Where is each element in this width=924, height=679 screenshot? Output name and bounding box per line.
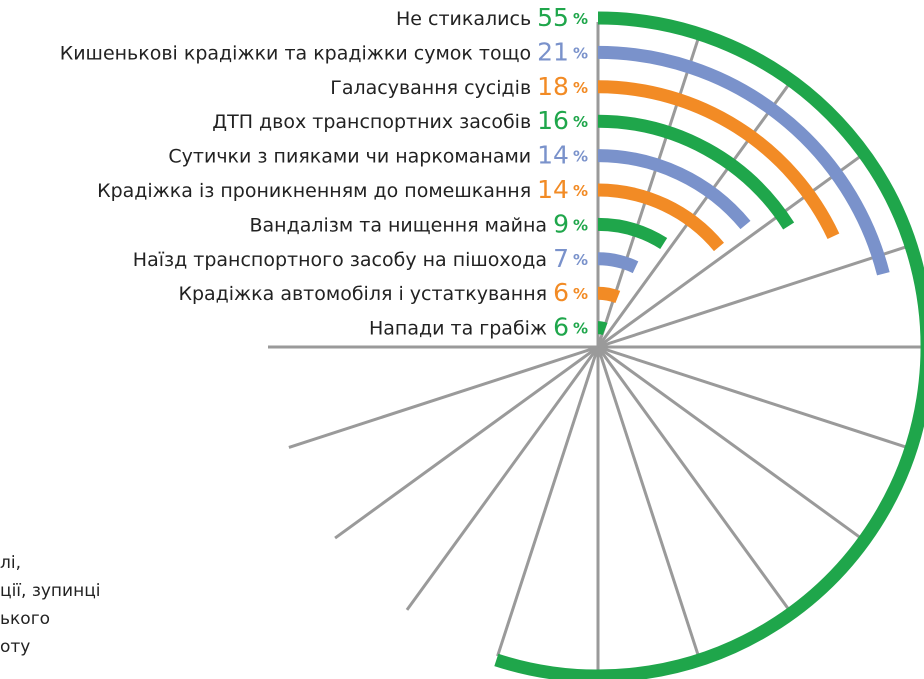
arc-bar bbox=[597, 217, 668, 250]
value-label: 14 bbox=[537, 175, 569, 204]
category-label: Кишенькові крадіжки та крадіжки сумок то… bbox=[60, 42, 531, 64]
spokes bbox=[268, 22, 923, 672]
unit-label: % bbox=[573, 250, 588, 268]
arc-bar bbox=[597, 252, 639, 274]
value-label: 18 bbox=[537, 72, 569, 101]
unit-label: % bbox=[573, 10, 588, 28]
bar-label: Вандалізм та нищення майна 9% bbox=[249, 209, 588, 238]
spoke bbox=[597, 154, 862, 349]
arc-bar bbox=[597, 80, 840, 239]
bar-label: Крадіжка із проникненням до помешкання 14… bbox=[97, 175, 588, 204]
unit-label: % bbox=[573, 113, 588, 131]
spoke bbox=[334, 345, 599, 540]
category-label: Не стикались bbox=[396, 8, 531, 30]
spoke bbox=[496, 346, 600, 657]
bar-label: Не стикались 55% bbox=[396, 3, 588, 32]
category-label: Галасування сусідів bbox=[330, 76, 531, 98]
category-label: Вандалізм та нищення майна bbox=[249, 214, 547, 236]
value-label: 16 bbox=[537, 106, 569, 135]
unit-label: % bbox=[573, 78, 588, 96]
category-label: Напади та грабіж bbox=[369, 317, 547, 339]
spoke bbox=[405, 346, 600, 611]
arc-bar bbox=[494, 11, 924, 679]
spoke bbox=[596, 346, 700, 657]
bar-label: Кишенькові крадіжки та крадіжки сумок то… bbox=[60, 37, 588, 66]
category-label: Крадіжка автомобіля і устаткування bbox=[178, 283, 547, 305]
spoke bbox=[597, 245, 908, 349]
category-label: Крадіжка із проникненням до помешкання bbox=[97, 180, 531, 202]
spoke bbox=[596, 346, 791, 611]
arc-bar bbox=[597, 114, 795, 230]
side-text: лі, ції, зупинці ького оту bbox=[0, 553, 101, 657]
arcs bbox=[494, 11, 924, 679]
unit-label: % bbox=[573, 147, 588, 165]
arc-bar bbox=[597, 45, 890, 276]
side-text-line: ького bbox=[0, 609, 50, 629]
unit-label: % bbox=[573, 319, 588, 337]
category-label: Наїзд транспортного засобу на пішохода bbox=[133, 248, 547, 270]
unit-label: % bbox=[573, 182, 588, 200]
spoke bbox=[597, 345, 908, 449]
value-label: 14 bbox=[537, 141, 569, 170]
side-text-line: лі, bbox=[0, 553, 21, 573]
arc-bar bbox=[597, 149, 751, 230]
bar-label: Крадіжка автомобіля і устаткування 6% bbox=[178, 278, 588, 307]
value-label: 7 bbox=[553, 244, 569, 273]
spoke bbox=[288, 345, 599, 449]
category-label: Сутички з пияками чи наркоманами bbox=[168, 145, 531, 167]
unit-label: % bbox=[573, 44, 588, 62]
value-label: 21 bbox=[537, 37, 569, 66]
labels: Не стикались 55 % Кишенькові крадіжки та кр… bbox=[60, 3, 588, 342]
value-label: 9 bbox=[553, 209, 569, 238]
bar-label: ДТП двох транспортних засобів 16% bbox=[212, 106, 588, 135]
bar-label: Наїзд транспортного засобу на пішохода 7% bbox=[133, 244, 588, 273]
unit-label: % bbox=[573, 285, 588, 303]
category-label: ДТП двох транспортних засобів bbox=[212, 111, 531, 133]
side-text-line: ції, зупинці bbox=[0, 581, 101, 601]
side-text-line: оту bbox=[0, 637, 30, 657]
bar-label: Сутички з пияками чи наркоманами 14% bbox=[168, 141, 588, 170]
bar-label: Напади та грабіж 6% bbox=[369, 313, 588, 342]
arc-bar bbox=[597, 183, 724, 252]
bar-label: Галасування сусідів 18% bbox=[330, 72, 588, 101]
arc-bar bbox=[597, 321, 608, 336]
value-label: 6 bbox=[553, 278, 569, 307]
unit-label: % bbox=[573, 216, 588, 234]
value-label: 6 bbox=[553, 313, 569, 342]
value-label: 55 bbox=[537, 3, 569, 32]
arc-bar bbox=[597, 286, 621, 304]
spoke bbox=[597, 345, 862, 540]
